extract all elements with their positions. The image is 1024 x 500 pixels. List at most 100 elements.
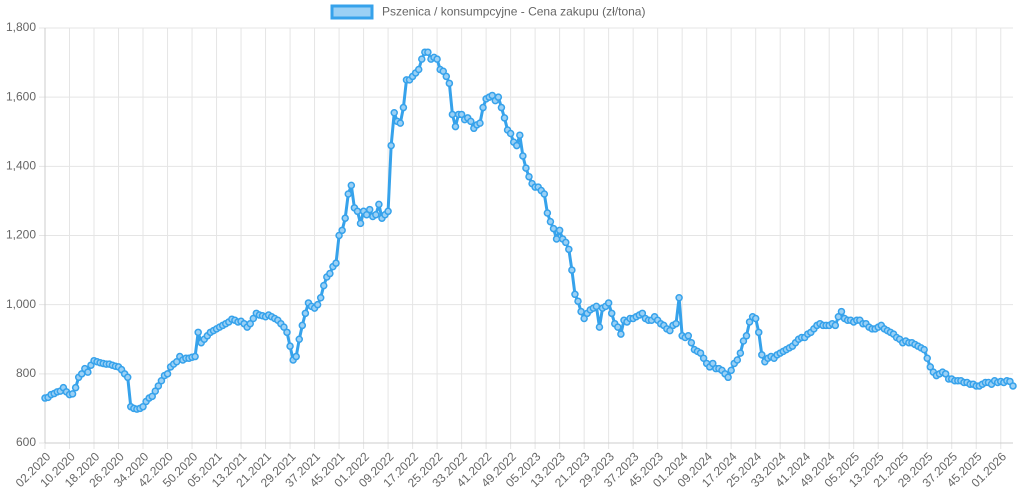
data-point [926, 363, 935, 371]
data-point [595, 323, 604, 331]
data-point [344, 190, 353, 198]
data-point [592, 302, 601, 311]
data-point [506, 129, 515, 138]
data-point [577, 307, 585, 316]
data-point [384, 207, 392, 216]
data-point [326, 269, 334, 278]
data-point [347, 181, 356, 190]
data-point [519, 152, 527, 160]
data-point [607, 309, 616, 318]
data-point [457, 110, 466, 119]
data-point [745, 318, 754, 326]
data-point [1009, 382, 1017, 390]
data-point [320, 281, 328, 290]
data-point [151, 387, 160, 395]
data-point [923, 354, 931, 363]
data-point [399, 103, 408, 112]
data-point [439, 67, 447, 75]
data-point [687, 338, 696, 347]
data-point [295, 335, 304, 343]
data-point [84, 368, 92, 376]
data-point [727, 366, 735, 375]
data-point [418, 55, 426, 63]
data-point [365, 205, 374, 214]
data-point [672, 319, 680, 328]
data-point [516, 131, 524, 139]
data-point [522, 164, 530, 172]
data-point [568, 266, 576, 274]
data-point [546, 217, 555, 226]
data-point [467, 117, 475, 126]
data-point [751, 314, 760, 323]
data-point [335, 231, 343, 240]
data-point [71, 383, 80, 392]
data-point [736, 349, 745, 357]
data-point [543, 209, 552, 217]
y-tick-label: 1,000 [6, 297, 36, 311]
data-point [154, 382, 163, 390]
data-point [249, 314, 258, 323]
data-point [301, 309, 310, 318]
data-point [424, 48, 432, 56]
data-point [709, 359, 717, 368]
data-point [280, 323, 288, 331]
data-point [562, 238, 570, 247]
data-point [68, 390, 77, 398]
data-point [742, 332, 751, 340]
data-point [313, 300, 322, 309]
data-point [283, 328, 291, 337]
data-point [372, 211, 380, 219]
data-point [617, 330, 625, 338]
legend-label: Pszenica / konsumpcyjne - Cena zakupu (z… [382, 5, 645, 19]
data-point [614, 323, 622, 331]
data-point [500, 114, 509, 122]
data-point [733, 356, 742, 364]
data-point [684, 332, 693, 340]
y-tick-label: 1,400 [6, 159, 36, 173]
y-tick-label: 1,600 [6, 89, 36, 103]
data-point [433, 55, 441, 63]
data-point [580, 314, 588, 323]
data-point [758, 351, 766, 359]
data-point [332, 259, 340, 267]
data-point [666, 326, 674, 335]
data-point [375, 200, 383, 209]
data-point [540, 190, 549, 198]
data-point [286, 342, 294, 350]
data-point [479, 103, 487, 112]
data-point [920, 345, 928, 354]
data-point [837, 307, 846, 316]
data-point [638, 309, 647, 318]
data-point [675, 294, 683, 302]
data-point [298, 321, 307, 330]
data-point [157, 377, 166, 385]
data-point [414, 65, 423, 74]
data-point [754, 328, 763, 337]
y-tick-label: 800 [16, 366, 36, 380]
data-point [316, 294, 325, 302]
data-point [941, 370, 950, 378]
data-point [549, 224, 558, 233]
data-point [246, 319, 254, 328]
data-point [497, 103, 506, 112]
data-point [555, 226, 564, 235]
data-point [148, 392, 156, 401]
y-tick-label: 600 [16, 435, 36, 449]
data-point [739, 337, 748, 345]
data-point [442, 72, 451, 81]
legend: Pszenica / konsumpcyjne - Cena zakupu (z… [330, 4, 645, 20]
data-point [512, 141, 521, 150]
data-point [494, 93, 503, 101]
y-tick-label: 1,200 [6, 228, 36, 242]
data-point [525, 172, 533, 181]
data-point [191, 352, 199, 361]
data-point [356, 219, 365, 228]
data-point [194, 328, 202, 337]
data-point [552, 235, 561, 243]
data-point [123, 373, 132, 382]
data-point [448, 110, 457, 119]
data-point [451, 122, 460, 131]
data-point [476, 119, 484, 127]
data-point [396, 119, 405, 127]
